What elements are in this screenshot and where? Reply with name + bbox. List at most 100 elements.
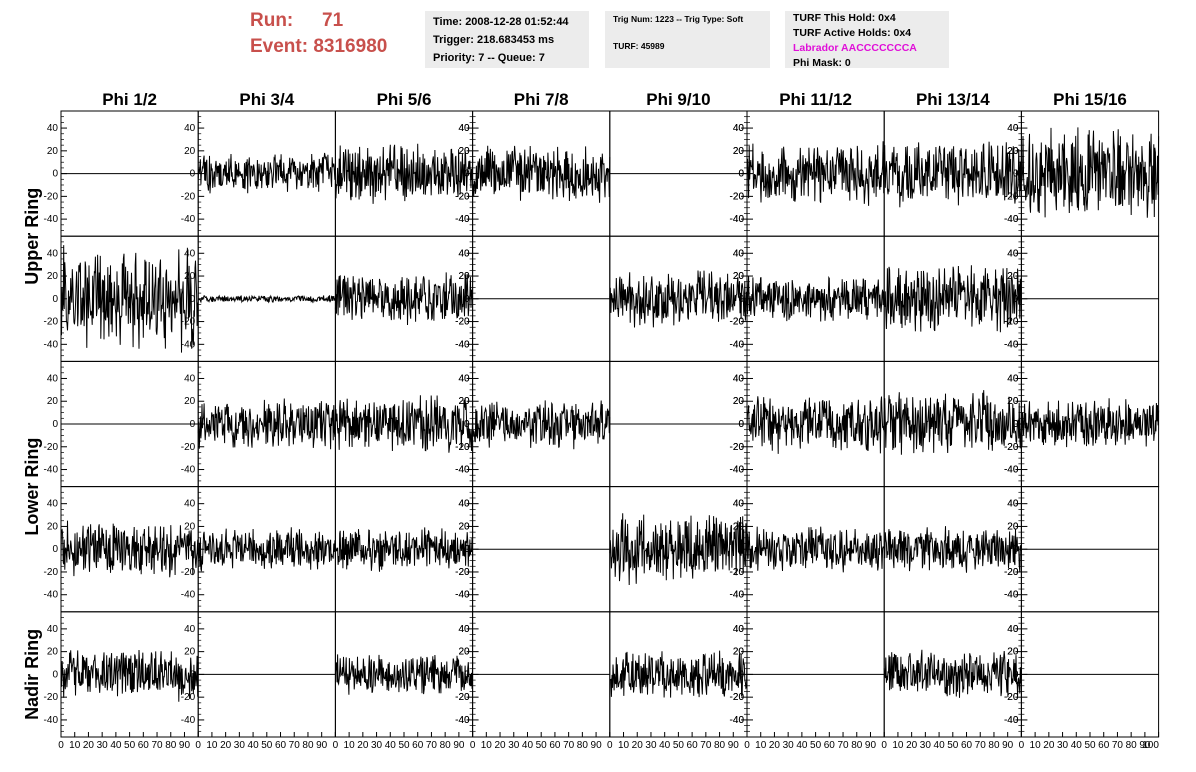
y-tick-label: -40 [1004, 339, 1019, 350]
y-tick-label: -40 [730, 214, 745, 225]
waveform-trace [197, 527, 336, 572]
x-tick-label: 70 [151, 740, 163, 751]
y-tick-label: 40 [733, 624, 745, 635]
y-tick-label: 20 [184, 647, 196, 658]
y-tick-label: 20 [458, 146, 470, 157]
y-tick-label: -40 [1004, 715, 1019, 726]
y-tick-label: -20 [1004, 692, 1019, 703]
y-tick-label: -20 [44, 317, 59, 328]
waveform-trace [334, 143, 474, 204]
y-tick-label: 20 [733, 146, 745, 157]
y-tick-label: -20 [44, 567, 59, 578]
y-tick-label: 20 [47, 647, 59, 658]
y-tick-label: 0 [190, 419, 196, 430]
y-tick-label: -20 [730, 317, 745, 328]
y-tick-label: 40 [47, 373, 59, 384]
y-tick-label: 40 [458, 624, 470, 635]
y-tick-label: 40 [1007, 248, 1019, 259]
y-tick-label: 40 [733, 248, 745, 259]
x-tick-label: 70 [1112, 740, 1124, 751]
x-tick-label: 20 [1043, 740, 1055, 751]
column-header: Phi 9/10 [646, 90, 710, 109]
x-tick-label: 20 [494, 740, 506, 751]
y-tick-label: -20 [455, 567, 470, 578]
y-tick-label: -40 [455, 214, 470, 225]
y-tick-label: 40 [458, 123, 470, 134]
y-tick-label: -40 [730, 590, 745, 601]
y-tick-label: -20 [181, 692, 196, 703]
y-tick-label: 0 [464, 544, 470, 555]
y-tick-label: -40 [730, 715, 745, 726]
waveform-trace [609, 270, 748, 328]
x-tick-label: 20 [632, 740, 644, 751]
y-tick-label: 40 [733, 499, 745, 510]
x-tick-label: 20 [906, 740, 918, 751]
waveform-trace [472, 400, 611, 450]
x-tick-label: 90 [591, 740, 603, 751]
waveform-trace [883, 141, 1022, 208]
y-tick-label: 40 [733, 373, 745, 384]
y-tick-label: -40 [455, 339, 470, 350]
y-tick-label: -40 [455, 465, 470, 476]
y-tick-label: 0 [1013, 294, 1019, 305]
x-tick-label: 0 [744, 740, 750, 751]
y-tick-label: -40 [44, 214, 59, 225]
y-tick-label: -20 [730, 442, 745, 453]
y-tick-label: 0 [1013, 669, 1019, 680]
y-tick-label: 20 [1007, 396, 1019, 407]
y-tick-label: 40 [458, 123, 470, 134]
x-tick-label: 70 [563, 740, 575, 751]
waveform-trace [883, 649, 1022, 698]
x-tick-label: 60 [824, 740, 836, 751]
y-tick-label: 40 [733, 248, 745, 259]
x-tick-label: 30 [645, 740, 657, 751]
trigger-info-panel: Trig Num: 1223 -- Trig Type: Soft TURF: … [605, 11, 770, 68]
x-tick-label: 70 [700, 740, 712, 751]
waveform-trace [746, 396, 885, 454]
waveform-trace [197, 152, 336, 194]
y-tick-label: -20 [730, 567, 745, 578]
y-tick-label: 40 [733, 499, 745, 510]
y-tick-label: 20 [1007, 647, 1019, 658]
y-tick-label: -20 [455, 317, 470, 328]
column-header: Phi 5/6 [377, 90, 432, 109]
x-tick-label: 20 [769, 740, 781, 751]
x-tick-label: 0 [470, 740, 476, 751]
x-tick-label: 60 [687, 740, 699, 751]
y-tick-label: -20 [1004, 567, 1019, 578]
x-tick-label: 10 [892, 740, 904, 751]
y-tick-label: -40 [455, 715, 470, 726]
y-tick-label: -20 [181, 442, 196, 453]
y-tick-label: -40 [181, 339, 196, 350]
x-tick-label: 70 [975, 740, 987, 751]
y-tick-label: -20 [455, 317, 470, 328]
y-tick-label: 0 [464, 294, 470, 305]
waveform-trace [334, 527, 474, 572]
y-tick-label: 0 [52, 169, 58, 180]
waveform-trace [60, 649, 199, 702]
labrador-text: Labrador AACCCCCCCA [793, 42, 917, 54]
y-tick-label: 40 [47, 248, 59, 259]
y-tick-label: 20 [733, 521, 745, 532]
y-tick-label: 20 [458, 647, 470, 658]
y-tick-label: 40 [1007, 499, 1019, 510]
y-tick-label: 40 [1007, 123, 1019, 134]
y-tick-label: 20 [733, 271, 745, 282]
x-tick-label: 90 [1139, 740, 1151, 751]
x-tick-label: 70 [426, 740, 438, 751]
x-tick-label: 80 [714, 740, 726, 751]
y-tick-label: -20 [455, 191, 470, 202]
y-tick-label: 20 [1007, 521, 1019, 532]
waveform-trace [883, 390, 1022, 455]
x-tick-label: 80 [440, 740, 452, 751]
x-tick-label: 20 [83, 740, 95, 751]
waveform-trace [1020, 127, 1160, 218]
waveform-trace [609, 513, 748, 586]
y-tick-label: -40 [1004, 465, 1019, 476]
y-tick-label: 20 [1007, 521, 1019, 532]
x-tick-label: 30 [97, 740, 109, 751]
y-tick-label: 40 [458, 624, 470, 635]
y-tick-label: -40 [44, 465, 59, 476]
waveform-trace [1020, 398, 1160, 448]
waveform-trace [334, 272, 474, 326]
